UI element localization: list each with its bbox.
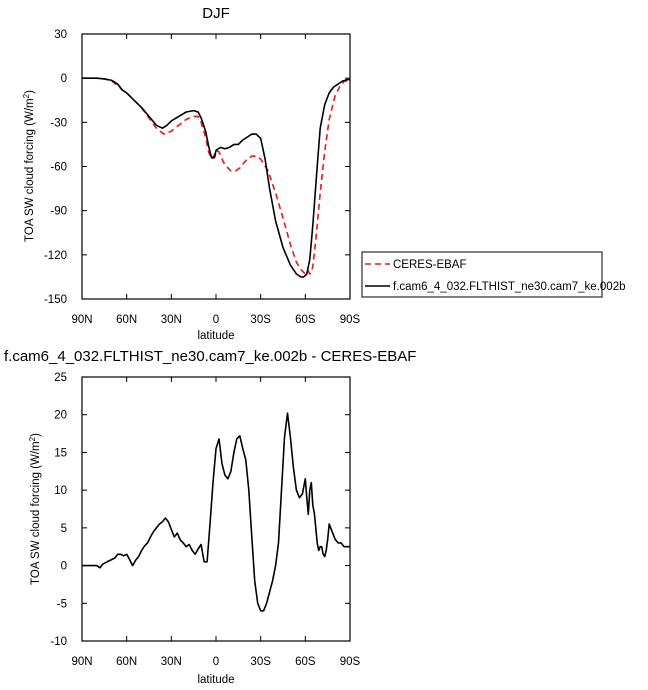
series-line-ceres-ebaf <box>82 77 350 275</box>
x-tick-label: 90N <box>71 314 92 326</box>
y-tick-label: -5 <box>57 598 67 610</box>
series-line-f-cam6-4-032-flthist-ne30-cam7-ke-002b <box>82 77 350 278</box>
bottom-panel: f.cam6_4_032.FLTHIST_ne30.cam7_ke.002b -… <box>4 348 416 686</box>
y-tick-label: 25 <box>54 372 67 384</box>
bottom-series-lines <box>82 412 350 612</box>
top-x-axis-label: latitude <box>197 330 234 342</box>
top-series-lines <box>82 77 350 278</box>
x-tick-label: 60N <box>116 314 137 326</box>
y-tick-label: 15 <box>54 447 67 459</box>
top-x-ticks: 90N 60N 30N 0 30S 60S 90S <box>71 34 361 326</box>
top-y-ticks: -150 -120 -90 -60 -30 0 30 <box>44 29 350 306</box>
x-tick-label: 0 <box>213 656 219 668</box>
y-tick-label: -90 <box>50 206 67 218</box>
legend-label-model: f.cam6_4_032.FLTHIST_ne30.cam7_ke.002b <box>393 281 625 293</box>
y-tick-label: 0 <box>61 73 67 85</box>
x-tick-label: 90N <box>71 656 92 668</box>
y-tick-label: -60 <box>50 162 67 174</box>
y-tick-label: -120 <box>44 250 67 262</box>
y-tick-label: 30 <box>54 29 67 41</box>
difference-series-line <box>82 412 350 612</box>
x-tick-label: 30S <box>250 656 271 668</box>
y-tick-label: -10 <box>50 636 67 648</box>
top-y-axis-label: TOA SW cloud forcing (W/m2) <box>22 90 37 242</box>
bottom-plot-frame <box>81 376 351 642</box>
x-tick-label: 0 <box>213 314 219 326</box>
legend: CERES-EBAF f.cam6_4_032.FLTHIST_ne30.cam… <box>361 251 625 298</box>
bottom-x-axis-label: latitude <box>197 674 234 686</box>
x-tick-label: 30N <box>161 314 182 326</box>
x-tick-label: 60N <box>116 656 137 668</box>
bottom-x-ticks: 90N 60N 30N 0 30S 60S 90S <box>71 377 361 668</box>
x-tick-label: 90S <box>340 656 361 668</box>
x-tick-label: 60S <box>295 656 316 668</box>
legend-label-ceres: CERES-EBAF <box>393 259 467 271</box>
y-tick-label: 10 <box>54 485 67 497</box>
y-tick-label: -30 <box>50 117 67 129</box>
legend-box <box>361 251 603 298</box>
y-tick-label: -150 <box>44 294 67 306</box>
top-chart-title: DJF <box>202 5 230 22</box>
y-tick-label: 20 <box>54 410 67 422</box>
bottom-chart-title: f.cam6_4_032.FLTHIST_ne30.cam7_ke.002b -… <box>4 348 416 365</box>
y-tick-label: 0 <box>61 561 67 573</box>
x-tick-label: 60S <box>295 314 316 326</box>
bottom-y-axis-label: TOA SW cloud forcing (W/m2) <box>28 433 43 585</box>
y-tick-label: 5 <box>61 523 67 535</box>
top-panel: DJF -150 -120 -90 -60 -30 0 30 90N 60N 30N 0 30S 60… <box>22 5 361 342</box>
x-tick-label: 30S <box>250 314 271 326</box>
x-tick-label: 90S <box>340 314 361 326</box>
bottom-y-ticks: -10 -5 0 5 10 15 20 25 <box>50 372 350 648</box>
x-tick-label: 30N <box>161 656 182 668</box>
